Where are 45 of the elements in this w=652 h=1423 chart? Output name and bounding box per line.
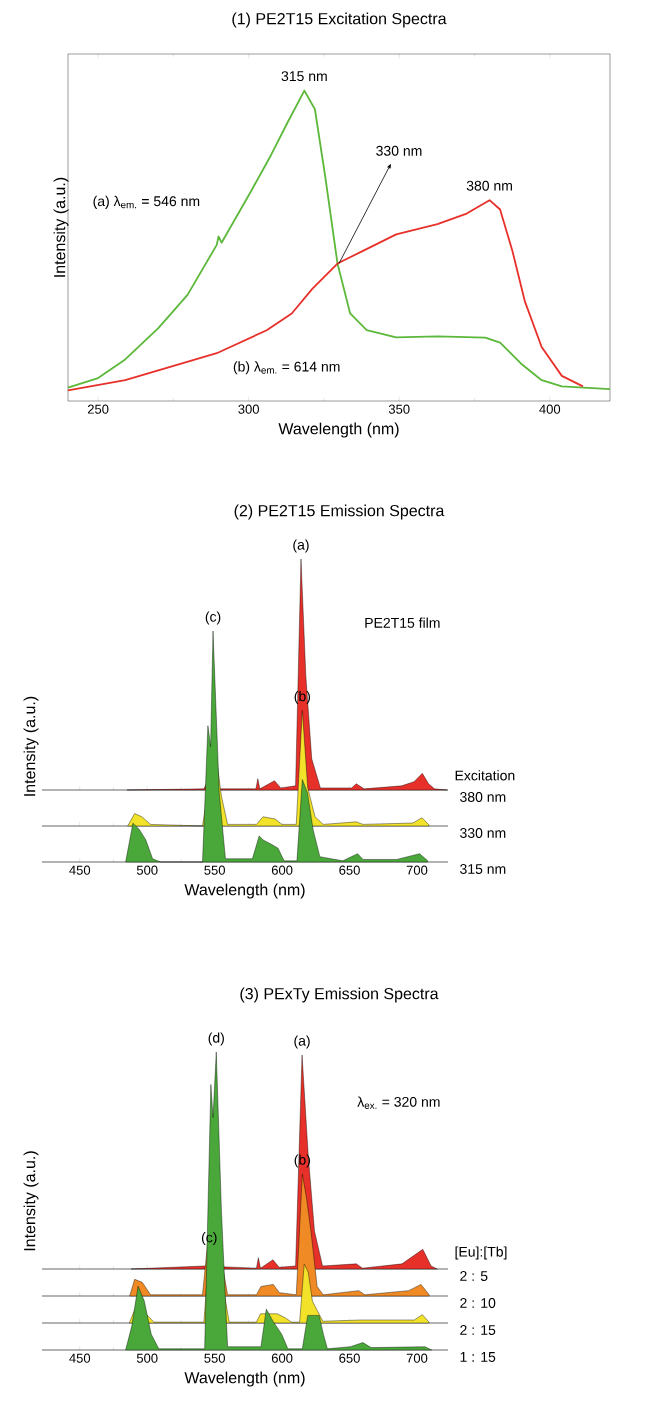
x-tick-label: 500	[136, 865, 158, 875]
x-tick-label: 700	[406, 865, 428, 875]
x-axis-title: Wavelength (nm)	[184, 883, 305, 899]
annotation: (d)	[208, 1032, 224, 1046]
x-axis-title: Wavelength (nm)	[184, 1371, 305, 1387]
x-tick-label: 550	[204, 865, 225, 875]
x-tick-label: 450	[69, 865, 91, 875]
chart-title: (2) PE2T15 Emission Spectra	[234, 504, 445, 520]
series-label: 2 : 5	[460, 1271, 488, 1281]
annotation: (b) λ$_{em.}$ = 614 nm	[233, 361, 340, 375]
annotation: (a)	[294, 1035, 310, 1049]
x-tick-label: 450	[69, 1353, 91, 1363]
legend-title: Excitation	[455, 770, 515, 781]
series-label: 380 nm	[460, 792, 506, 802]
y-axis-title: Intensity (a.u.)	[23, 1151, 39, 1251]
annotation: λ$_{ex.}$ = 320 nm	[357, 1096, 440, 1109]
annotation: 330 nm	[376, 145, 422, 156]
x-tick-label: 550	[204, 1353, 225, 1363]
x-tick-label: 400	[539, 404, 561, 414]
text: 315 nm	[460, 864, 506, 874]
annotation: PE2T15 film	[365, 617, 440, 628]
legend-title: [Eu]:[Tb]	[455, 1246, 507, 1260]
y-axis-title: Intensity (a.u.)	[53, 177, 69, 277]
annotation: (a) λ$_{em.}$ = 546 nm	[93, 195, 200, 209]
x-tick-label: 650	[339, 865, 360, 875]
x-tick-label: 250	[87, 404, 109, 414]
text: 330 nm	[460, 828, 506, 838]
annotation: 380 nm	[466, 180, 512, 191]
x-tick-label: 600	[271, 1353, 293, 1363]
x-tick-label: 350	[388, 404, 410, 414]
x-tick-label: 500	[136, 1353, 158, 1363]
annotation: (a)	[293, 539, 309, 553]
annotation: 315 nm	[281, 71, 327, 82]
annotation: (c)	[205, 611, 221, 625]
text: 2 : 15	[460, 1325, 496, 1335]
x-tick-label: 650	[339, 1353, 360, 1363]
chart-title: (1) PE2T15 Excitation Spectra	[232, 12, 447, 28]
text: 2 : 10	[460, 1298, 496, 1308]
x-axis-title: Wavelength (nm)	[278, 422, 399, 438]
x-tick-label: 700	[406, 1353, 428, 1363]
y-axis-title: Intensity (a.u.)	[23, 696, 39, 796]
x-tick-label: 300	[238, 404, 259, 414]
x-tick-label: 600	[271, 865, 293, 875]
chart-title: (3) PExTy Emission Spectra	[240, 987, 439, 1003]
text: 1 : 15	[460, 1352, 496, 1362]
